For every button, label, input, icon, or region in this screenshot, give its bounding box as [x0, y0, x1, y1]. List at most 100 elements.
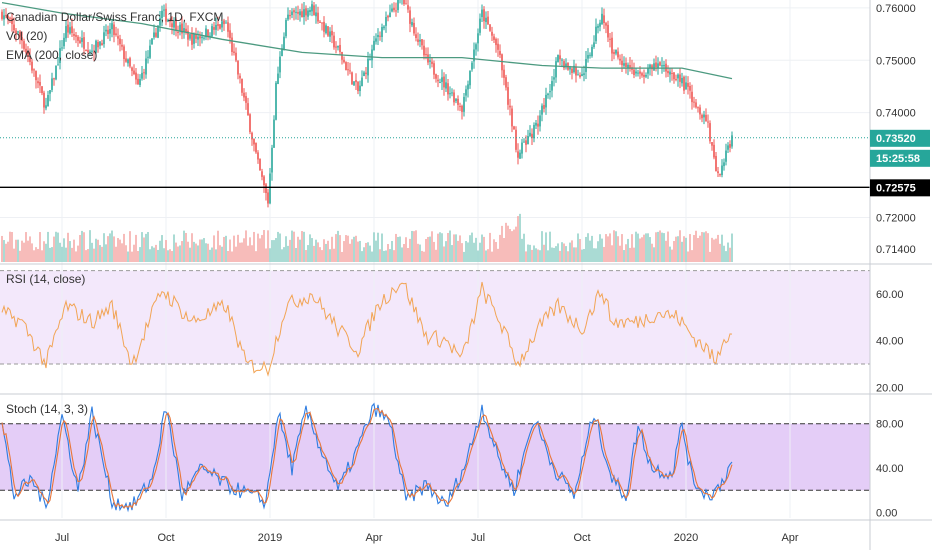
candle-body — [217, 24, 219, 26]
volume-bar — [69, 241, 71, 262]
candle-body — [639, 71, 641, 74]
candle-body — [223, 20, 225, 25]
candle-body — [617, 51, 619, 58]
candle-body — [523, 141, 525, 143]
volume-bar — [669, 246, 671, 262]
volume-bar — [27, 240, 29, 262]
candle-body — [467, 84, 469, 90]
volume-bar — [583, 248, 585, 262]
time-tick-label: 2019 — [258, 532, 282, 544]
price-candles — [1, 0, 733, 208]
volume-bar — [645, 233, 647, 262]
candle-body — [455, 99, 457, 102]
candle-body — [33, 69, 35, 71]
candle-body — [691, 91, 693, 103]
candle-body — [585, 59, 587, 72]
candle-body — [203, 37, 205, 39]
candle-body — [443, 76, 445, 88]
candle-body — [719, 174, 721, 176]
candle-body — [19, 31, 21, 37]
candle-body — [25, 48, 27, 53]
candle-body — [673, 72, 675, 80]
volume-bar — [155, 244, 157, 262]
candle-body — [39, 81, 41, 86]
volume-bar — [231, 251, 233, 262]
price-tick-label: 0.76000 — [876, 3, 916, 15]
candle-body — [175, 18, 177, 31]
candle-body — [293, 10, 295, 13]
volume-bar — [391, 240, 393, 262]
volume-bar — [683, 236, 685, 262]
volume-bar — [181, 241, 183, 262]
volume-bar — [641, 237, 643, 262]
candle-body — [131, 67, 133, 71]
candle-body — [303, 9, 305, 18]
volume-bar — [345, 235, 347, 262]
time-tick-label: 2020 — [674, 532, 698, 544]
volume-bar — [665, 240, 667, 262]
candle-body — [451, 92, 453, 94]
volume-bar — [103, 233, 105, 262]
volume-bar — [175, 242, 177, 262]
candle-body — [311, 4, 313, 12]
volume-bar — [589, 240, 591, 262]
candle-body — [361, 77, 363, 87]
volume-bar — [267, 230, 269, 262]
volume-bar — [597, 241, 599, 262]
volume-bar — [219, 245, 221, 262]
candle-body — [655, 62, 657, 68]
candle-body — [701, 114, 703, 119]
candle-body — [73, 34, 75, 36]
candle-body — [511, 108, 513, 127]
candle-body — [397, 0, 399, 11]
volume-bar — [395, 233, 397, 262]
candle-body — [109, 29, 111, 34]
last-price-tag: 0.73520 — [876, 133, 916, 145]
volume-bar — [117, 238, 119, 262]
candle-body — [525, 140, 527, 145]
volume-bar — [37, 248, 39, 262]
candle-body — [637, 72, 639, 74]
candle-body — [635, 71, 637, 74]
volume-bar — [397, 236, 399, 262]
candle-body — [571, 68, 573, 73]
candle-body — [553, 77, 555, 80]
candle-body — [101, 43, 103, 46]
volume-bar — [415, 230, 417, 262]
candle-body — [729, 144, 731, 148]
volume-bar — [487, 249, 489, 262]
volume-bar — [403, 244, 405, 262]
time-tick-label: Apr — [365, 532, 382, 544]
volume-bar — [631, 234, 633, 262]
candle-body — [315, 12, 317, 17]
volume-bar — [291, 230, 293, 262]
volume-bar — [107, 236, 109, 262]
volume-bar — [639, 238, 641, 262]
volume-bar — [305, 250, 307, 262]
volume-bar — [575, 247, 577, 262]
volume-bar — [241, 242, 243, 262]
candle-body — [529, 132, 531, 137]
volume-bar — [63, 238, 65, 262]
volume-bar — [225, 235, 227, 262]
candle-body — [209, 35, 211, 37]
volume-bar — [449, 230, 451, 262]
volume-bar — [661, 232, 663, 262]
volume-bar — [303, 231, 305, 262]
candle-body — [265, 184, 267, 194]
candle-body — [229, 30, 231, 38]
candle-body — [183, 28, 185, 33]
volume-bar — [7, 241, 9, 262]
volume-bar — [95, 238, 97, 262]
volume-bar — [271, 240, 273, 262]
candle-body — [365, 72, 367, 74]
volume-bar — [703, 232, 705, 262]
candle-body — [97, 42, 99, 48]
volume-bar — [675, 236, 677, 262]
candle-body — [489, 24, 491, 31]
volume-bar — [277, 231, 279, 262]
volume-bar — [133, 244, 135, 262]
volume-bar — [35, 247, 37, 262]
